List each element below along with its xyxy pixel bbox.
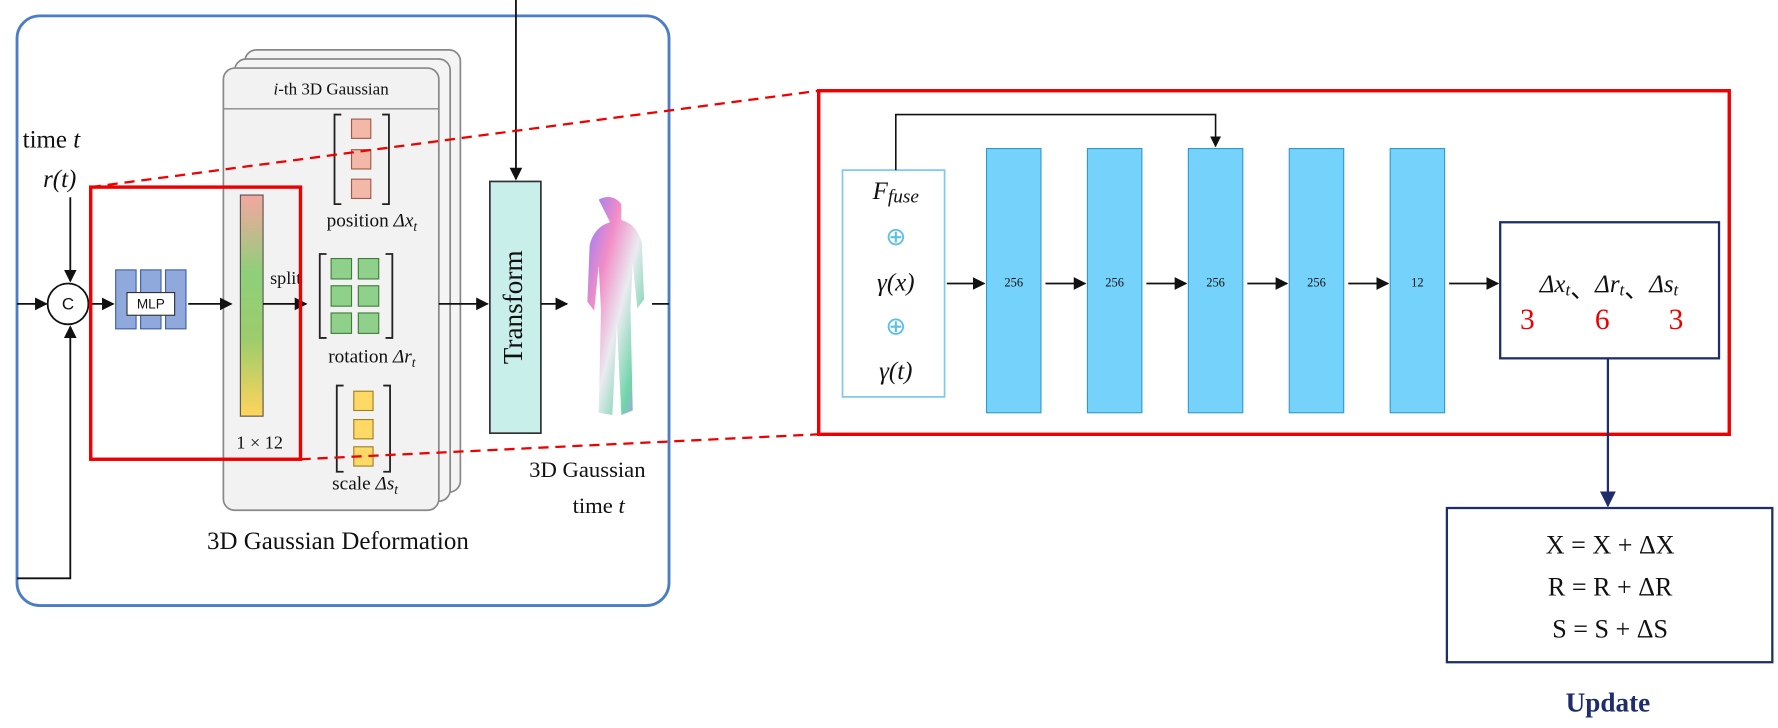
panel-title: 3D Gaussian Deformation	[207, 528, 469, 555]
output-sep: 、	[1624, 276, 1649, 303]
rotation-cell	[331, 313, 351, 333]
layer-label: 256	[1105, 275, 1124, 289]
output-dim: 6	[1595, 304, 1610, 336]
human-pointcloud	[587, 197, 644, 415]
output-symbol: Δr	[1594, 270, 1620, 297]
card-title: i-th 3D Gaussian	[273, 80, 389, 99]
output-time: time	[573, 493, 613, 518]
rotation-symbol: Δr	[392, 347, 412, 368]
vector-size: 1 × 12	[236, 433, 282, 453]
update-equation: R = R + ΔR	[1548, 573, 1673, 602]
scale-cell	[354, 391, 373, 410]
arrow	[17, 327, 70, 579]
output-label: time t	[573, 493, 626, 518]
mlp-label: MLP	[137, 297, 165, 312]
layer-label: 256	[1307, 275, 1326, 289]
layer-label: 256	[1206, 275, 1225, 289]
output-var: t	[619, 493, 626, 518]
layer-label: 12	[1411, 275, 1423, 289]
input-label: r(t)	[43, 166, 76, 193]
transform-label: Transform	[498, 250, 528, 364]
output-symbol: Δx	[1539, 270, 1566, 297]
rotation-cell	[358, 286, 378, 306]
scale-symbol: Δs	[374, 474, 394, 495]
card-title-text: -th 3D Gaussian	[278, 80, 389, 99]
rotation-cell	[331, 286, 351, 306]
update-label: Update	[1566, 688, 1651, 718]
rotation-label: rotation Δrt	[328, 347, 417, 370]
output-dim: 3	[1520, 304, 1535, 336]
f: F	[872, 177, 889, 204]
scale-text: scale	[332, 474, 371, 495]
plus: ⊕	[885, 224, 906, 251]
concat-label: C	[62, 295, 74, 314]
position-symbol: Δx	[393, 211, 414, 232]
position-cell	[352, 150, 371, 169]
plus: ⊕	[885, 314, 906, 341]
feature-vector	[240, 195, 263, 416]
diagram: i-th 3D Gaussian time t r(t) C MLP 1 × 1…	[0, 0, 1778, 728]
layer-label: 256	[1004, 275, 1023, 289]
rotation-cell	[358, 259, 378, 279]
position-cell	[352, 119, 371, 138]
scale-label: scale Δst	[332, 474, 399, 497]
update-equation: X = X + ΔX	[1546, 531, 1675, 560]
position-text: position	[327, 211, 389, 232]
split-label: split	[270, 268, 301, 288]
rotation-cell	[358, 313, 378, 333]
time-var: t	[73, 126, 81, 153]
rotation-cell	[331, 259, 351, 279]
output-symbol: Δs	[1648, 270, 1673, 297]
f-sub: fuse	[888, 187, 919, 208]
position-cell	[352, 179, 371, 198]
rotation-text: rotation	[328, 347, 388, 368]
update-equation: S = S + ΔS	[1552, 615, 1668, 644]
scale-cell	[354, 420, 373, 439]
output-label: 3D Gaussian	[529, 457, 645, 482]
time-text: time	[23, 126, 67, 153]
time-label: time t	[23, 126, 82, 153]
position-label: position Δxt	[327, 211, 419, 234]
input-gx: γ(x)	[877, 269, 915, 296]
input-gt: γ(t)	[879, 358, 912, 385]
output-dim: 3	[1669, 304, 1684, 336]
output-sep: 、	[1570, 276, 1595, 303]
